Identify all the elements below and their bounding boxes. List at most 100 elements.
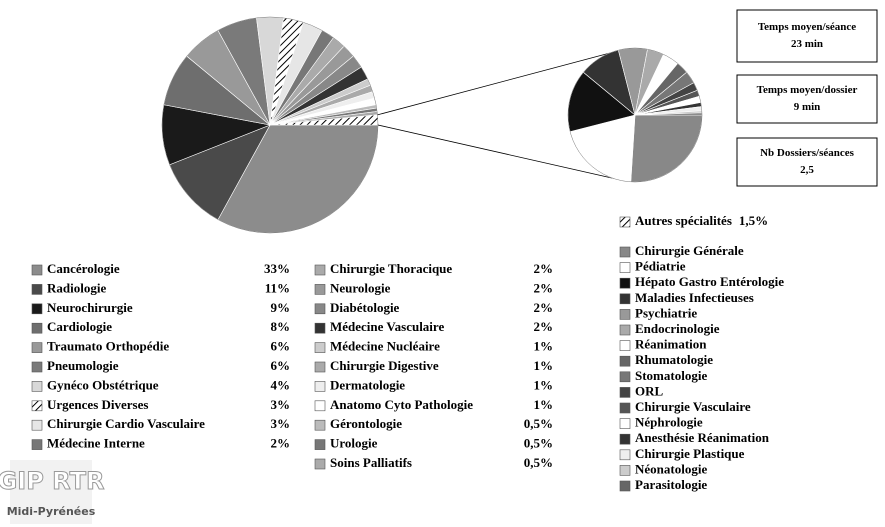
legend-label: Médecine Nucléaire	[330, 339, 440, 354]
legend-value: 1%	[534, 377, 554, 392]
legend-value: 3%	[271, 397, 291, 412]
legend-swatch	[314, 400, 326, 412]
legend-swatch	[619, 371, 631, 383]
legend-swatch	[619, 418, 631, 429]
logo-title: GIP RTR	[0, 467, 104, 495]
legend-value: 0,5%	[524, 436, 553, 451]
legend-label: Gérontologie	[330, 416, 402, 431]
legend-swatch	[619, 340, 631, 351]
legend-value: 3%	[271, 416, 291, 431]
legend-label: Pneumologie	[47, 358, 119, 373]
legend-swatch	[31, 264, 43, 276]
info-text: Temps moyen/dossier	[757, 84, 858, 96]
legend-label: Neurologie	[330, 280, 391, 295]
legend-value: 1%	[534, 339, 554, 354]
legend-label: Anesthésie Réanimation	[635, 430, 770, 445]
legend-swatch	[619, 293, 631, 305]
legend-label: Neurochirurgie	[47, 300, 133, 315]
legend-label: Chirurgie Vasculaire	[635, 399, 751, 414]
legend-value: 33%	[264, 261, 290, 276]
legend-swatch	[314, 322, 326, 334]
legend-swatch	[314, 419, 326, 431]
legend-swatch	[31, 303, 43, 315]
info-text: Temps moyen/séance	[758, 21, 856, 33]
legend-label: Chirurgie Générale	[635, 243, 744, 258]
legend-label: Rhumatologie	[635, 352, 713, 367]
legend-label: Chirurgie Digestive	[330, 358, 439, 373]
logo-subtitle: Midi-Pyrénées	[7, 505, 96, 518]
legend-swatch	[314, 284, 326, 295]
legend-label: Chirurgie Cardio Vasculaire	[47, 416, 205, 431]
legend-value: 0,5%	[524, 416, 553, 431]
legend-swatch	[619, 480, 631, 492]
legend-swatch	[619, 277, 631, 289]
legend-swatch	[619, 465, 631, 476]
legend-label: Néonatologie	[635, 461, 707, 476]
legend-label: Chirurgie Plastique	[635, 446, 745, 461]
info-text: 9 min	[794, 101, 821, 113]
legend-label: Urgences Diverses	[47, 397, 148, 412]
legend-swatch	[314, 458, 326, 470]
legend-label: ORL	[635, 383, 664, 398]
legend-label: Anatomo Cyto Pathologie	[330, 397, 473, 412]
info-box	[736, 137, 878, 187]
legend-value: 2%	[534, 280, 554, 295]
legend-label: Néphrologie	[635, 415, 703, 430]
legend-label: Pédiatrie	[635, 259, 686, 274]
legend-swatch	[314, 361, 326, 373]
legend-label: Cancérologie	[47, 261, 120, 276]
legend-value: 1%	[534, 358, 554, 373]
info-text: 23 min	[791, 38, 823, 50]
legend-label: Diabétologie	[330, 300, 400, 315]
legend-label: Urologie	[330, 436, 378, 451]
legend-label: Hépato Gastro Entérologie	[635, 274, 784, 289]
legend-label: Parasitologie	[635, 477, 707, 492]
legend-swatch	[314, 264, 326, 276]
connector	[377, 124, 626, 182]
legend-swatch	[31, 342, 43, 353]
legend-value: 6%	[271, 339, 291, 354]
legend-value: 6%	[271, 358, 291, 373]
legend-swatch	[31, 400, 43, 412]
legend-label: Médecine Vasculaire	[330, 319, 444, 334]
info-text: Nb Dossiers/séances	[760, 147, 855, 159]
legend-label: Médecine Interne	[47, 436, 145, 451]
legend-label: Traumato Orthopédie	[47, 339, 169, 354]
legend-swatch	[314, 381, 326, 392]
legend-label: Cardiologie	[47, 319, 112, 334]
pie-outline	[567, 47, 703, 183]
legend-label: Autres spécialités	[635, 213, 732, 228]
legend-swatch	[31, 361, 43, 373]
legend-swatch	[31, 284, 43, 295]
info-box	[736, 9, 878, 63]
info-text: 2,5	[800, 164, 814, 176]
legend-swatch	[619, 216, 631, 228]
legend-value: 1,5%	[739, 213, 768, 228]
legend-swatch	[314, 303, 326, 315]
legend-label: Stomatologie	[635, 368, 707, 383]
legend-label: Radiologie	[47, 280, 106, 295]
legend-label: Réanimation	[635, 337, 707, 352]
logo: GIP RTR Midi-Pyrénées	[0, 460, 105, 524]
legend-value: 4%	[271, 377, 291, 392]
legend-swatch	[314, 342, 326, 353]
legend-swatch	[619, 449, 631, 461]
legend-swatch	[31, 439, 43, 450]
legend-value: 2%	[534, 261, 554, 276]
legend-label: Endocrinologie	[635, 321, 720, 336]
legend-swatch	[31, 381, 43, 392]
legend-value: 2%	[271, 436, 291, 451]
legend-label: Soins Palliatifs	[330, 455, 412, 470]
legend-label: Psychiatrie	[635, 305, 697, 320]
info-box	[736, 74, 878, 124]
legend-swatch	[619, 355, 631, 367]
legend-value: 8%	[271, 319, 291, 334]
legend-swatch	[619, 402, 631, 414]
legend-swatch	[619, 262, 631, 273]
legend-swatch	[619, 246, 631, 258]
legend-swatch	[31, 419, 43, 431]
legend-label: Dermatologie	[330, 377, 405, 392]
legend-swatch	[619, 387, 631, 398]
legend-value: 2%	[534, 300, 554, 315]
